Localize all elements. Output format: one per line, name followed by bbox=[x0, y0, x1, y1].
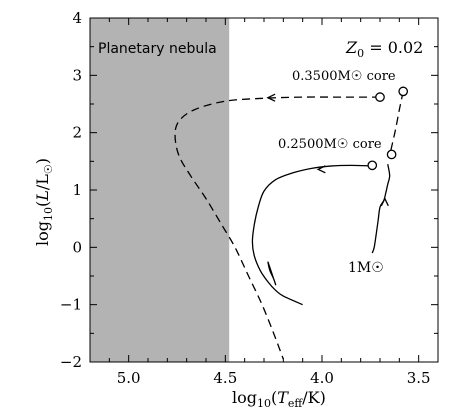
direction-arrow bbox=[266, 93, 276, 102]
track-1m- bbox=[371, 164, 391, 254]
planetary-nebula-region bbox=[90, 18, 230, 362]
metallicity-label: Z0 = 0.02 bbox=[345, 38, 423, 60]
x-tick-label: 4.0 bbox=[310, 369, 334, 387]
x-tick-label: 4.5 bbox=[213, 369, 237, 387]
direction-arrow bbox=[380, 197, 389, 207]
track-point-marker bbox=[375, 92, 385, 102]
track-branch bbox=[389, 91, 404, 156]
mass-label: 1M☉ bbox=[348, 260, 384, 276]
y-tick-label: 4 bbox=[72, 9, 82, 27]
track-0-2500m-core bbox=[251, 164, 371, 306]
track-markers bbox=[367, 86, 409, 171]
y-axis-label: log10(L/L☉) bbox=[33, 158, 55, 246]
x-tick-label: 5.0 bbox=[117, 369, 141, 387]
direction-arrows bbox=[266, 93, 389, 207]
track-point-marker bbox=[367, 160, 378, 171]
y-tick-label: 2 bbox=[72, 124, 82, 142]
y-tick-label: −1 bbox=[60, 296, 82, 314]
x-tick-label: 3.5 bbox=[407, 369, 431, 387]
y-tick-label: −2 bbox=[60, 353, 82, 371]
x-ticks: 5.0 4.5 4.0 3.5 bbox=[108, 18, 439, 387]
track-0-3500m-core bbox=[174, 96, 381, 360]
track-loop bbox=[267, 261, 277, 286]
shaded-region-label: Planetary nebula bbox=[98, 41, 217, 57]
y-ticks: −2 −1 0 1 2 3 4 bbox=[60, 9, 438, 371]
track-point-marker bbox=[398, 86, 409, 97]
y-tick-label: 3 bbox=[72, 66, 82, 84]
y-tick-label: 0 bbox=[72, 238, 82, 256]
x-axis-label: log10(Teff/K) bbox=[232, 388, 326, 410]
y-tick-label: 1 bbox=[72, 181, 82, 199]
direction-arrow bbox=[316, 165, 326, 174]
track-point-marker bbox=[386, 149, 397, 160]
core-035-label: 0.3500M☉ core bbox=[292, 69, 396, 84]
core-025-label: 0.2500M☉ core bbox=[278, 137, 382, 152]
